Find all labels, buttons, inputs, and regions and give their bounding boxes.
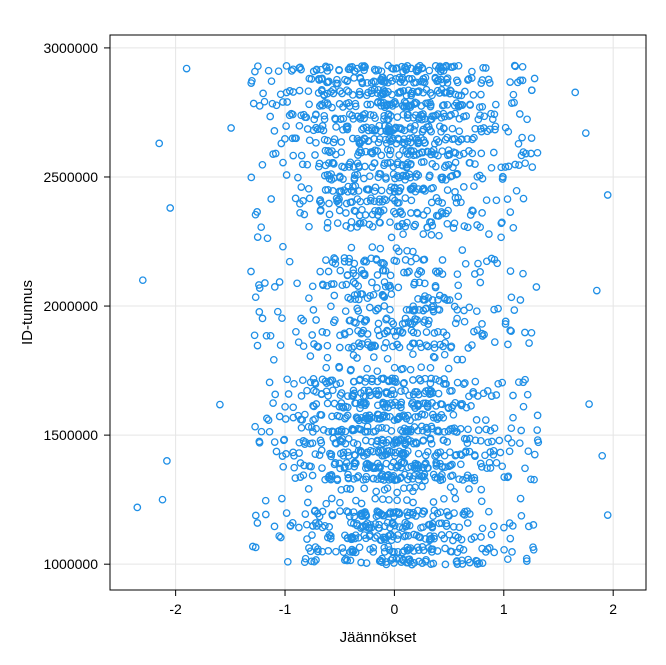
y-tick-label: 1000000 (43, 556, 98, 572)
x-tick-label: 2 (609, 601, 617, 617)
y-axis-label: ID-tunnus (19, 280, 36, 345)
scatter-chart: -2 -1 0 1 2 1000000 1500000 2000000 2500000 30000… (0, 0, 666, 665)
x-tick-label: 0 (391, 601, 399, 617)
y-tick-label: 2500000 (43, 169, 98, 185)
y-tick-label: 3000000 (43, 40, 98, 56)
x-tick-label: -1 (279, 601, 292, 617)
y-tick-label: 2000000 (43, 298, 98, 314)
x-tick-label: -2 (169, 601, 182, 617)
y-tick-label: 1500000 (43, 427, 98, 443)
chart-svg: -2 -1 0 1 2 1000000 1500000 2000000 2500000 30000… (0, 0, 666, 665)
x-tick-label: 1 (500, 601, 508, 617)
x-axis-label: Jäännökset (340, 629, 418, 646)
chart-background (0, 0, 666, 665)
